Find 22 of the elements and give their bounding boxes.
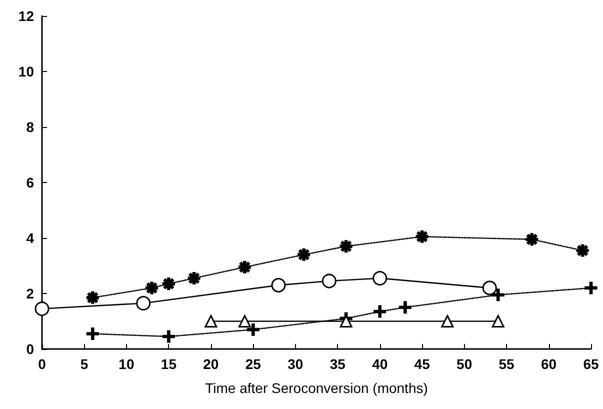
y-tick-label: 8 [26,119,34,135]
x-tick-label: 50 [456,356,472,372]
x-tick-label: 15 [160,356,177,372]
x-tick-label: 60 [540,356,557,372]
x-tick-label: 30 [288,356,304,372]
x-tick-label: 20 [203,356,219,372]
x-tick-label: 35 [330,356,346,372]
y-tick-label: 4 [26,230,34,246]
x-tick-label: 25 [245,356,262,372]
y-tick-label: 6 [26,174,34,190]
x-tick-label: 55 [498,356,515,372]
x-tick-label: 0 [38,356,46,372]
y-tick-label: 12 [18,8,34,24]
y-tick-label: 0 [26,341,34,357]
y-tick-label: 2 [26,286,34,302]
x-tick-label: 40 [372,356,388,372]
y-tick-label: 10 [18,64,34,80]
x-tick-label: 65 [583,356,599,372]
x-tick-label: 45 [414,356,430,372]
x-axis-title: Time after Seroconversion (months) [205,380,428,396]
x-tick-label: 5 [80,356,88,372]
x-tick-label: 10 [118,356,134,372]
